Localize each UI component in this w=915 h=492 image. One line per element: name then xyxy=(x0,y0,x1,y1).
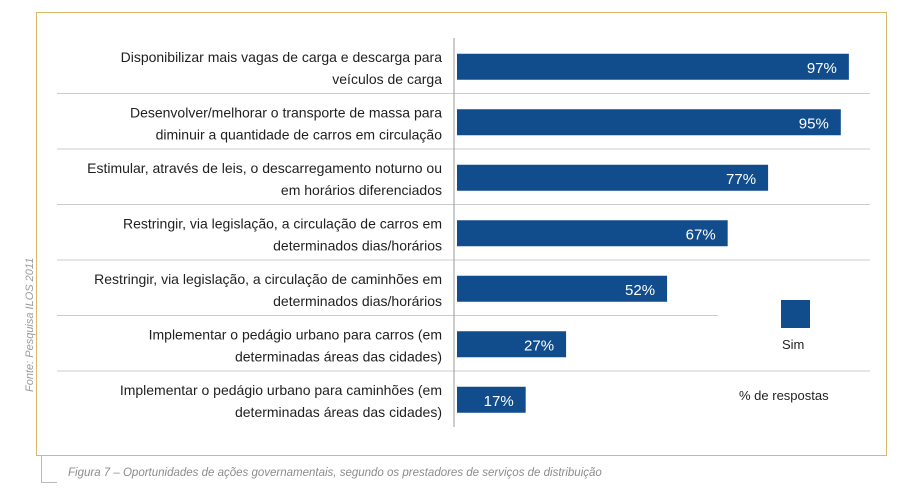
bars xyxy=(457,53,849,413)
value-label: 52% xyxy=(625,282,655,299)
caption-bracket-horizontal xyxy=(41,482,57,483)
bar xyxy=(457,164,769,191)
source-note: Fonte: Pesquisa ILOS 2011 xyxy=(24,257,36,392)
legend-axis-note: % de respostas xyxy=(739,388,829,403)
chart-frame xyxy=(36,12,887,456)
bar xyxy=(457,386,526,413)
value-label: 27% xyxy=(524,337,554,354)
value-label: 67% xyxy=(686,226,716,243)
value-labels: 97% 95% 77% 67% 52% 27% 17% xyxy=(484,60,837,410)
legend-series-label: Sim xyxy=(782,337,805,352)
value-label: 17% xyxy=(484,393,514,410)
value-label: 95% xyxy=(799,115,829,132)
bar xyxy=(457,53,849,80)
caption-bracket-vertical xyxy=(41,456,42,482)
category-label: Restringir, via legislação, a circulação… xyxy=(94,271,442,309)
figure-caption: Figura 7 – Oportunidades de ações govern… xyxy=(68,467,602,479)
category-label: Restringir, via legislação, a circulação… xyxy=(123,215,442,253)
category-label: Disponibilizar mais vagas de carga e des… xyxy=(121,49,443,87)
row-separators xyxy=(57,93,870,372)
category-label: Estimular, através de leis, o descarrega… xyxy=(87,160,442,198)
bar xyxy=(457,331,567,358)
value-label: 97% xyxy=(807,60,837,77)
category-label: Implementar o pedágio urbano para caminh… xyxy=(120,382,442,420)
bar xyxy=(457,275,668,302)
category-labels: Disponibilizar mais vagas de carga e des… xyxy=(87,49,442,420)
legend-swatch xyxy=(781,300,810,328)
category-label: Implementar o pedágio urbano para carros… xyxy=(149,326,442,364)
bar xyxy=(457,220,728,247)
value-label: 77% xyxy=(726,171,756,188)
category-label: Desenvolver/melhorar o transporte de mas… xyxy=(130,104,442,142)
bar xyxy=(457,109,841,136)
